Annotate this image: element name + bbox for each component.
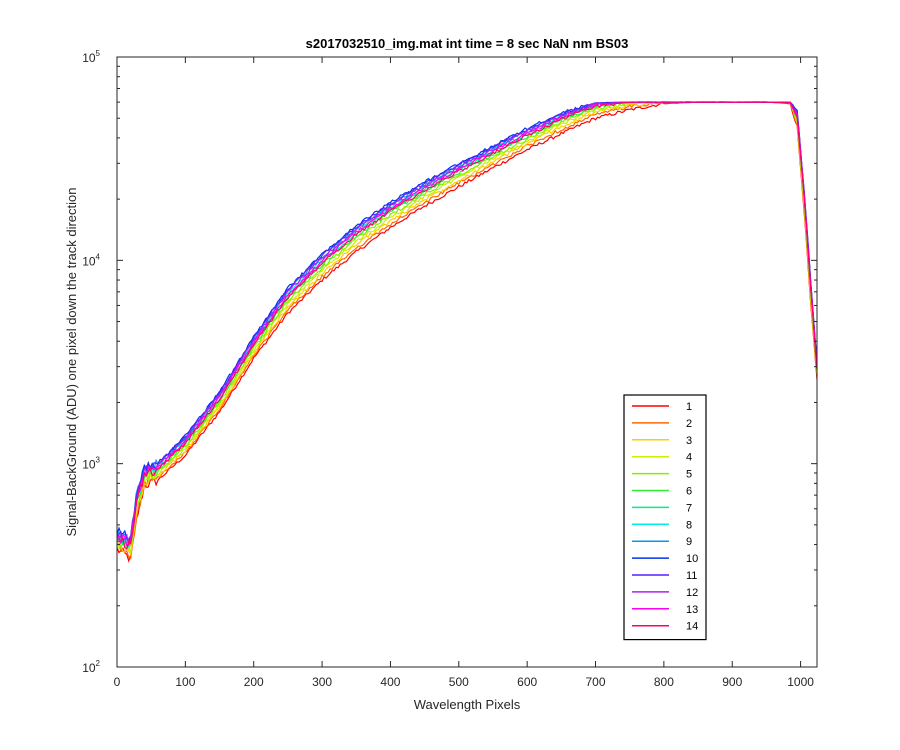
legend-label-6: 6 — [686, 486, 692, 498]
y-tick-exponent: 3 — [96, 456, 101, 465]
y-tick-base: 10 — [82, 458, 96, 472]
y-tick-exponent: 4 — [96, 252, 101, 261]
chart-title: s2017032510_img.mat int time = 8 sec NaN… — [306, 36, 629, 51]
y-tick-label: 104 — [82, 252, 100, 268]
legend-label-7: 7 — [686, 502, 692, 514]
legend-label-13: 13 — [686, 604, 698, 616]
series-group — [116, 101, 818, 563]
legend-label-10: 10 — [686, 553, 698, 565]
legend-label-12: 12 — [686, 587, 698, 599]
y-tick-exponent: 5 — [96, 49, 101, 58]
legend-label-9: 9 — [686, 536, 692, 548]
x-tick-label: 200 — [244, 675, 264, 689]
y-tick-base: 10 — [82, 254, 96, 268]
y-tick-label: 105 — [82, 49, 100, 65]
plot-background — [117, 57, 817, 667]
legend-label-3: 3 — [686, 435, 692, 447]
x-tick-label: 100 — [175, 675, 195, 689]
x-tick-label: 1000 — [787, 675, 814, 689]
x-tick-label: 300 — [312, 675, 332, 689]
legend-label-5: 5 — [686, 469, 692, 481]
plot-area: 0 100 200 300 400 500 600 700 800 900 1000 1021031… — [82, 49, 818, 689]
x-axis: 0 100 200 300 400 500 600 700 800 900 1000 — [114, 57, 814, 689]
x-tick-label: 600 — [517, 675, 537, 689]
y-tick-base: 10 — [82, 661, 96, 675]
x-axis-label: Wavelength Pixels — [414, 697, 521, 712]
legend-label-2: 2 — [686, 418, 692, 430]
legend-label-11: 11 — [686, 570, 697, 582]
series-line-14 — [116, 101, 818, 550]
y-tick-exponent: 2 — [96, 659, 101, 668]
y-tick-label: 103 — [82, 456, 100, 472]
x-tick-label: 800 — [654, 675, 674, 689]
legend-label-8: 8 — [686, 519, 692, 531]
y-tick-base: 10 — [82, 51, 96, 65]
legend-label-4: 4 — [686, 452, 692, 464]
x-tick-label: 900 — [722, 675, 742, 689]
x-tick-label: 400 — [380, 675, 400, 689]
y-tick-label: 102 — [82, 659, 100, 675]
x-tick-label: 500 — [449, 675, 469, 689]
legend-label-14: 14 — [686, 621, 698, 633]
legend-box — [623, 394, 707, 641]
plot-frame — [116, 56, 818, 668]
x-tick-label: 700 — [586, 675, 606, 689]
x-tick-label: 0 — [114, 675, 121, 689]
legend-label-1: 1 — [686, 401, 692, 413]
y-axis-label: Signal-BackGround (ADU) one pixel down t… — [64, 187, 79, 536]
